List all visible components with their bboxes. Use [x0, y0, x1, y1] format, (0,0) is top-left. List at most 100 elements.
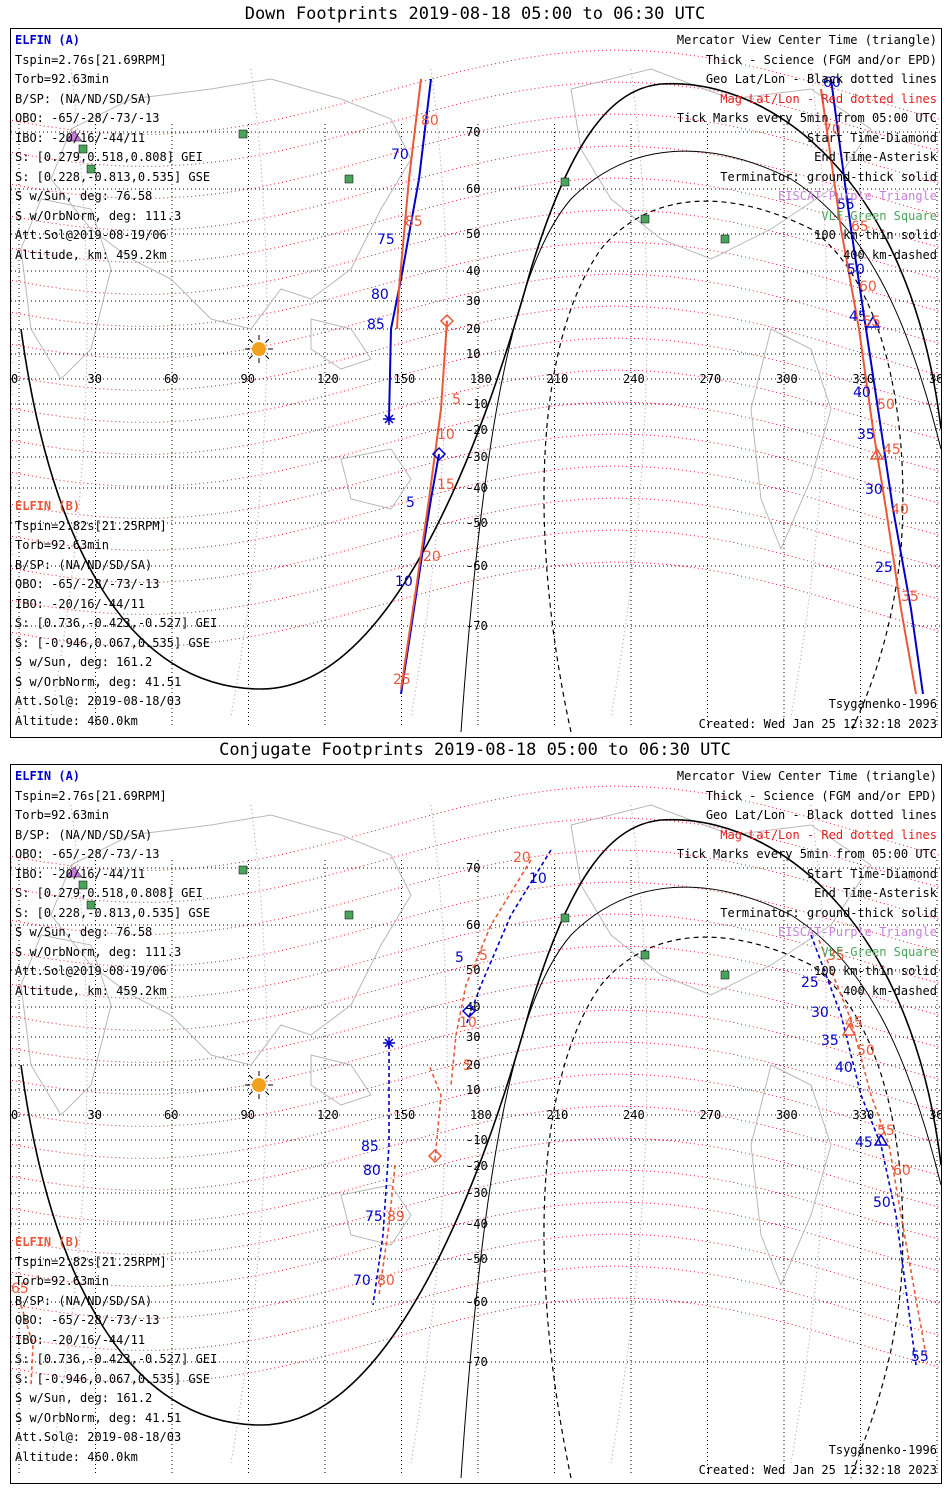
lon-tick-label: 240 [623, 372, 645, 386]
map-panel-down: 0306090120150180210240270300330360706050… [10, 28, 942, 738]
vlf-station-square [720, 234, 730, 244]
lon-tick-label: 360 [929, 1108, 941, 1122]
legend-line: Mercator View Center Time (triangle) [676, 33, 937, 47]
elfin-a-tick-label: 85 [367, 317, 385, 333]
legend-line: Thick - Science (FGM and/or EPD) [705, 788, 937, 803]
elfin-a-start-diamond [461, 1003, 477, 1019]
coastline [20, 934, 112, 1116]
info-line: S: [0.279,0.518,0.808] GEI [15, 886, 203, 900]
sun-ray [248, 355, 253, 360]
lon-tick-label: 300 [776, 372, 798, 386]
info-line: B/SP: (NA/ND/SD/SA) [15, 827, 153, 842]
legend-line: 100 km-thin solid [814, 964, 937, 978]
elfin-a-tick-label: 5 [455, 950, 464, 966]
coastline [750, 328, 832, 551]
elfin-a-tick-label: 75 [365, 1209, 383, 1225]
lon-tick-label: 30 [88, 372, 102, 386]
info-line: Altitude, km: 459.2km [15, 983, 167, 998]
info-line: Att.Sol@: 2019-08-18/03 [15, 694, 182, 708]
info-line: S w/Sun, deg: 76.58 [15, 189, 153, 203]
lat-tick-label: 70 [466, 125, 480, 139]
elfin-a-tick-label: 10 [529, 871, 547, 887]
elfin-b-tick-label: 50 [877, 397, 895, 413]
elfin-a-track [830, 78, 924, 695]
legend-line: Start Time-Diamond [806, 866, 937, 881]
elfin-a-center-triangle [865, 315, 881, 328]
sun-ray [265, 338, 270, 343]
elfin-b-block: ELFIN (B) Tspin=2.82s[21.25RPM] Torb=92.… [15, 1233, 217, 1467]
elfin-a-center-triangle [873, 1133, 889, 1146]
elfin-a-tick-label: 85 [361, 1139, 379, 1155]
elfin-b-tick-label: 65 [851, 219, 869, 235]
vlf-station-square [344, 910, 354, 920]
vlf-station-square [86, 900, 96, 910]
legend-line: Terminator: ground-thick solid [720, 169, 937, 184]
elfin-b-tick-label: 60 [859, 279, 877, 295]
elfin-b-tick-label: 5 [452, 392, 461, 408]
info-line: S w/OrbNorm, deg: 111.3 [15, 944, 182, 959]
lon-tick-label: 360 [929, 372, 941, 386]
lat-tick-label: 50 [466, 227, 480, 241]
elfin-b-tick-label: 40 [891, 502, 909, 518]
elfin-b-tick-label: 5 [463, 1058, 472, 1074]
elfin-b-tick-label: 50 [857, 1043, 875, 1059]
legend-line: Mag Lat/Lon - Red dotted lines [720, 827, 937, 842]
elfin-a-end-asterisk [383, 413, 395, 425]
info-line: Altitude: 460.0km [15, 1449, 138, 1464]
info-line: S: [0.736,-0.423,-0.527] GEI [15, 1352, 218, 1366]
elfin-b-start-diamond [439, 313, 455, 329]
lat-tick-label: -60 [466, 559, 488, 573]
info-line: B/SP: (NA/ND/SD/SA) [15, 557, 153, 572]
lat-tick-label: 60 [466, 918, 480, 932]
legend-line: Thick - Science (FGM and/or EPD) [705, 52, 937, 67]
info-line: B/SP: (NA/ND/SD/SA) [15, 91, 153, 106]
map-canvas: 0306090120150180210240270300330360706050… [11, 785, 941, 1479]
vlf-station-square [86, 164, 96, 174]
altitude-100km-line [460, 150, 941, 733]
altitude-400km-line [543, 936, 904, 1479]
info-line: B/SP: (NA/ND/SD/SA) [15, 1293, 153, 1308]
info-line: Att.Sol@: 2019-08-18/03 [15, 1430, 182, 1444]
created-label: Created: Wed Jan 25 12:32:18 2023 [698, 1463, 937, 1477]
legend-line: Mercator View Center Time (triangle) [676, 769, 937, 783]
elfin-b-tick-label: 55 [863, 314, 881, 330]
elfin-a-end-asterisk [383, 1037, 395, 1049]
elfin-b-tick-label: 5 [479, 948, 488, 964]
elfin-a-tick-label: 70 [391, 147, 409, 163]
elfin-a-tick-label: 60 [823, 75, 841, 91]
vlf-station-square [78, 144, 88, 154]
elfin-a-block: ELFIN (A) Tspin=2.76s[21.69RPM] Torb=92.… [15, 31, 210, 265]
elfin-a-tick-label: 45 [855, 1135, 873, 1151]
elfin-b-track [820, 88, 917, 695]
elfin-a-tick-label: 35 [857, 427, 875, 443]
info-line: Torb=92.63min [15, 72, 109, 86]
elfin-b-tick-label: 25 [393, 672, 411, 688]
lon-tick-label: 60 [164, 372, 178, 386]
elfin-a-tick-label: 50 [847, 262, 865, 278]
vlf-station-square [720, 970, 730, 980]
coastline [750, 1064, 832, 1287]
lon-tick-label: 90 [241, 1108, 255, 1122]
elfin-a-tick-label: 40 [835, 1060, 853, 1076]
elfin-b-tick-label: 85 [405, 214, 423, 230]
info-line: Torb=92.63min [15, 1274, 109, 1288]
elfin-a-tick-label: 25 [875, 560, 893, 576]
sun-ray [265, 355, 270, 360]
elfin-a-tick-label: 80 [363, 1163, 381, 1179]
mag-lon-line [50, 804, 88, 1464]
info-line: S: [-0.946,0.067,0.535] GSE [15, 1371, 211, 1386]
legend-line: EISCAT-Purple Triangle [778, 189, 937, 203]
info-line: S w/OrbNorm, deg: 41.51 [15, 1410, 182, 1425]
vlf-station-square [238, 865, 248, 875]
info-line: IBO: -20/16/-44/11 [15, 596, 146, 611]
mag-lat-line [11, 401, 941, 491]
elfin-b-tick-label: 89 [387, 1209, 405, 1225]
lat-tick-label: 10 [466, 347, 480, 361]
legend-line: EISCAT-Purple Triangle [778, 925, 937, 939]
info-line: S w/Sun, deg: 161.2 [15, 655, 153, 669]
lon-tick-label: 0 [11, 1108, 18, 1122]
lon-tick-label: 0 [11, 372, 18, 386]
elfin-a-tick-label: 45 [849, 309, 867, 325]
coastline [570, 68, 872, 260]
elfin-b-tick-label: 35 [901, 589, 919, 605]
